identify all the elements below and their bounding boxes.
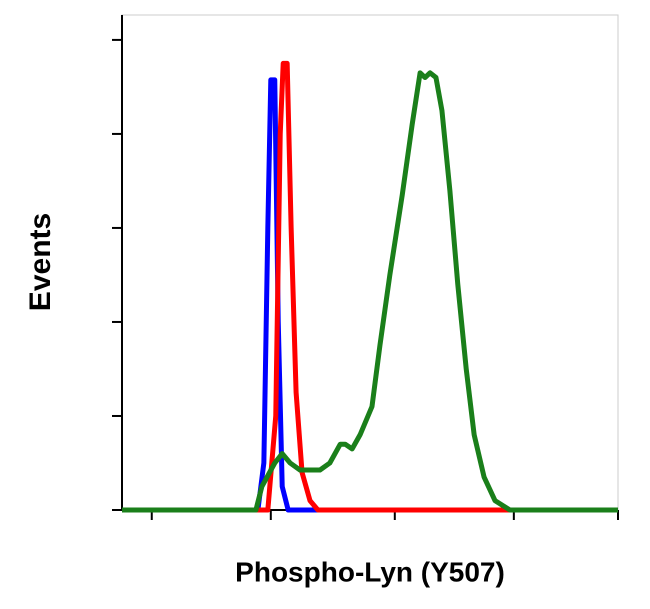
x-axis-label: Phospho-Lyn (Y507): [235, 556, 505, 587]
histogram-line: [122, 70, 618, 513]
histogram-line: [122, 60, 618, 513]
histogram-line: [122, 77, 618, 513]
y-axis-label: Events: [24, 213, 57, 311]
plot-frame: [121, 14, 619, 511]
